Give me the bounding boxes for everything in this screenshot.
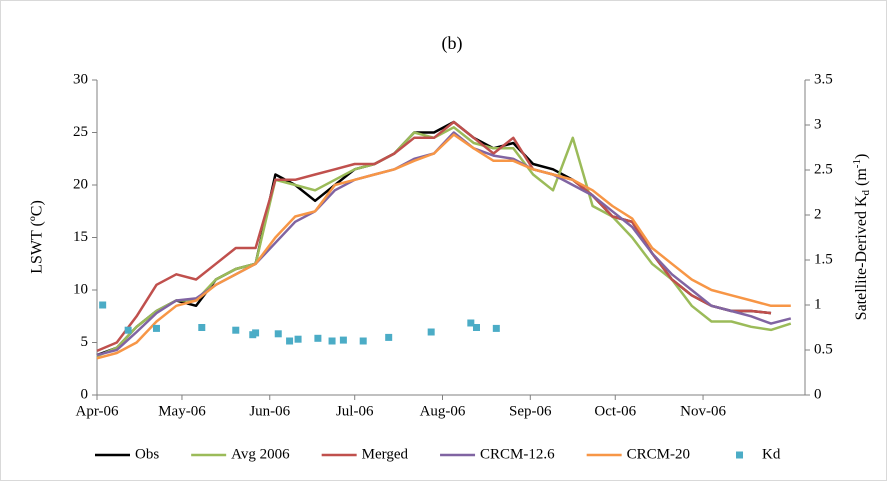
point [472,324,480,331]
x-tick-label: Aug-06 [420,403,466,419]
y-tick-label: 20 [73,176,88,192]
point [427,328,435,336]
y2-tick-label: 1.5 [814,251,833,267]
point [467,319,475,327]
legend-label: Obs [135,446,159,462]
legend-label: Avg 2006 [231,446,290,462]
label-part: Satellite-Derived K [853,195,870,320]
x-tick-label: Jul-06 [336,403,374,419]
point [492,324,500,332]
point [328,337,336,345]
y-tick-label: 10 [73,281,88,297]
y2-tick-label: 2.5 [814,161,833,177]
point [274,330,282,338]
point [232,326,240,334]
y-axis-label: LSWT (ºC) [29,200,46,274]
chart-title: (b) [442,33,463,54]
series-line [96,126,792,358]
legend-swatch [736,451,744,459]
y2-tick-label: 0 [814,386,822,402]
label-part: d [860,189,872,195]
x-tick-label: May-06 [158,403,206,419]
y2-tick-label: 3.5 [814,71,833,87]
y-tick-label: 25 [73,124,88,140]
point [252,329,260,337]
point [314,334,322,342]
y-tick-label: 15 [73,229,88,245]
legend-label: CRCM-12.6 [480,446,555,462]
series-line [96,133,791,360]
point [339,336,347,344]
point [294,335,302,343]
label-part: (m [853,168,870,190]
y2-tick-label: 3 [814,116,822,132]
legend-label: CRCM-20 [627,446,690,462]
point [359,337,367,345]
point [124,326,132,334]
x-tick-label: Jun-06 [249,403,290,419]
point [198,324,206,331]
y-tick-label: 30 [73,71,88,87]
legend-label: Merged [362,446,409,462]
point [385,333,393,341]
point [152,324,160,332]
y-tick-label: 0 [81,386,89,402]
x-tick-label: Oct-06 [594,403,636,419]
y2-axis-label: Satellite-Derived Kd (m-1) [851,154,872,321]
label-part: -1 [851,159,863,168]
x-tick-label: Apr-06 [75,403,119,419]
point [99,301,107,309]
x-tick-label: Nov-06 [680,403,726,419]
legend-label: Kd [762,446,781,462]
label-part: ) [853,154,870,159]
y2-tick-label: 1 [814,296,822,312]
point [286,337,294,345]
x-tick-label: Sep-06 [509,403,552,419]
y2-tick-label: 2 [814,206,822,222]
y-tick-label: 5 [81,334,89,350]
y2-tick-label: 0.5 [814,341,833,357]
